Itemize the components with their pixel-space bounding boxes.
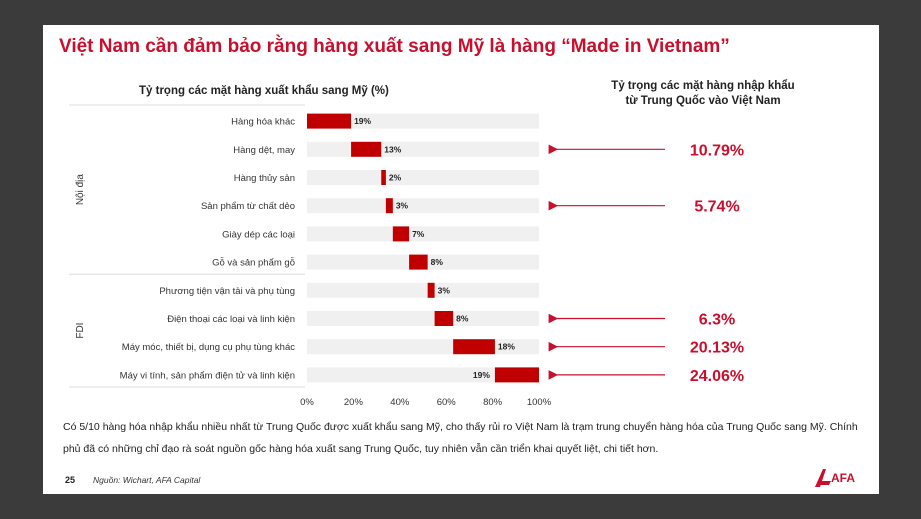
category-label: Hàng dệt, may [233,145,295,156]
x-tick-label: 100% [527,397,552,408]
bar [351,141,382,157]
slide-title: Việt Nam cần đảm bảo rằng hàng xuất sang… [59,36,730,57]
bar-track [307,311,539,326]
value-label: 18% [498,342,515,352]
bar [453,339,495,355]
afa-logo: AFA [815,469,871,489]
import-share-label: 10.79% [690,142,744,159]
bar-track [307,113,539,129]
category-label: Hàng thủy sản [234,173,295,184]
category-label: Máy móc, thiết bị, dụng cụ phụ tùng khác [122,342,295,353]
value-label: 3% [438,285,451,295]
bar [427,282,435,298]
logo-text: AFA [831,471,855,485]
x-tick-label: 60% [437,397,457,408]
import-share-label: 6.3% [699,312,735,329]
bar [434,311,454,326]
category-label: Phương tiện vận tải và phụ tùng [159,286,295,297]
x-tick-label: 0% [300,397,314,408]
bar-track [307,170,539,185]
value-label: 2% [389,173,402,183]
chart-title: Tỷ trọng các mặt hàng xuất khẩu sang Mỹ … [139,85,389,97]
value-label: 7% [412,229,425,239]
category-label: Giày dép các loại [222,229,295,240]
group-label-0: Nội địa [75,174,86,206]
category-label: Điện thoại các loại và linh kiện [167,314,295,325]
slide: Việt Nam cần đảm bảo rằng hàng xuất sang… [43,25,879,494]
afa-logo-icon [815,469,831,487]
category-label: Gỗ và sản phẩm gỗ [212,258,295,269]
x-tick-label: 20% [344,397,364,408]
x-tick-label: 40% [390,397,410,408]
description-text: Có 5/10 hàng hóa nhập khẩu nhiều nhất từ… [63,421,858,455]
bar [385,198,393,214]
value-label: 3% [396,201,409,211]
import-title-line1: Tỷ trọng các mặt hàng nhập khẩu [611,80,795,92]
page-number: 25 [65,475,76,485]
bar [494,367,539,383]
import-share-label: 5.74% [694,199,739,216]
value-label: 13% [384,144,401,154]
value-label: 8% [456,314,469,324]
import-share-label: 24.06% [690,368,744,385]
import-share-title: Tỷ trọng các mặt hàng nhập khẩu từ Trung… [603,79,803,109]
bar-track [307,141,539,157]
bar-track [307,198,539,214]
import-title-line2: từ Trung Quốc vào Việt Nam [625,95,781,107]
value-label: 8% [431,257,444,267]
bar [392,226,410,242]
bar-track [307,226,539,242]
source-note: Nguồn: Wichart, AFA Capital [93,475,201,485]
bar-track [307,282,539,298]
bar-track [307,367,539,383]
category-label: Máy vi tính, sản phẩm điện tử và linh ki… [120,370,295,381]
group-label-1: FDI [75,323,86,339]
value-label: 19% [473,370,490,380]
value-label: 19% [354,116,371,126]
waterfall-bar-chart: Nội địa FDI Hàng hóa khác 19% Hàng dệt, may 1… [69,104,744,408]
import-share-label: 20.13% [690,340,744,357]
bar [307,113,352,129]
category-label: Hàng hóa khác [231,117,295,128]
bar [409,254,428,270]
x-tick-label: 80% [483,397,503,408]
category-label: Sản phẩm từ chất dẻo [201,201,295,212]
bar [381,170,386,185]
